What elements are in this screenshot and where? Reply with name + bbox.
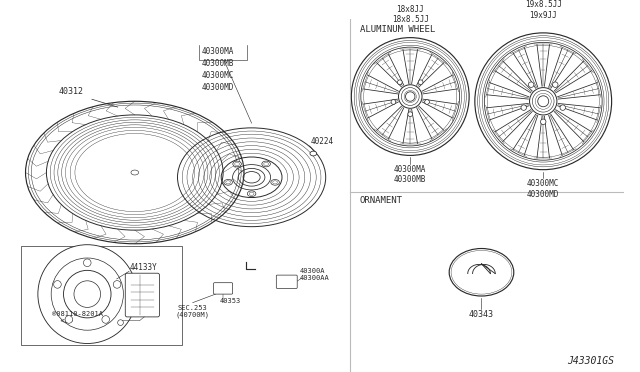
Text: J43301GS: J43301GS <box>568 356 614 366</box>
Ellipse shape <box>262 161 270 167</box>
Circle shape <box>419 80 423 84</box>
Ellipse shape <box>447 247 516 298</box>
Circle shape <box>65 316 73 323</box>
Text: ALUMINUM WHEEL: ALUMINUM WHEEL <box>360 25 435 34</box>
Text: 18x8JJ
18x8.5JJ: 18x8JJ 18x8.5JJ <box>392 5 429 24</box>
Text: 40300A
40300AA: 40300A 40300AA <box>300 268 330 281</box>
Text: 19x8.5JJ
19x9JJ: 19x8.5JJ 19x9JJ <box>525 0 562 20</box>
Circle shape <box>560 105 566 110</box>
FancyBboxPatch shape <box>125 273 159 317</box>
Ellipse shape <box>264 162 269 166</box>
FancyBboxPatch shape <box>214 283 232 294</box>
Ellipse shape <box>26 101 244 244</box>
Circle shape <box>541 119 546 125</box>
Text: 40343: 40343 <box>469 310 494 319</box>
Text: 40300MC
40300MD: 40300MC 40300MD <box>527 179 559 199</box>
Text: 40300MA
40300MB
40300MC
40300MD: 40300MA 40300MB 40300MC 40300MD <box>201 47 234 92</box>
Circle shape <box>118 320 124 326</box>
Text: 40312: 40312 <box>59 87 84 96</box>
Circle shape <box>425 100 429 104</box>
Ellipse shape <box>235 162 239 166</box>
Ellipse shape <box>131 170 139 175</box>
Circle shape <box>113 280 121 288</box>
Text: 40224: 40224 <box>310 137 333 146</box>
Circle shape <box>83 259 91 267</box>
Text: 40300MA
40300MB: 40300MA 40300MB <box>394 165 426 184</box>
Circle shape <box>102 316 109 323</box>
Circle shape <box>408 112 413 116</box>
FancyBboxPatch shape <box>276 275 297 288</box>
Circle shape <box>350 37 470 156</box>
Ellipse shape <box>249 192 254 195</box>
Circle shape <box>38 245 137 343</box>
Circle shape <box>391 100 396 104</box>
Circle shape <box>54 280 61 288</box>
Ellipse shape <box>224 180 232 185</box>
Circle shape <box>474 32 612 171</box>
Text: ®08110-8201A
  <E>: ®08110-8201A <E> <box>52 311 103 324</box>
Bar <box>20 246 182 346</box>
Circle shape <box>529 82 534 87</box>
Ellipse shape <box>310 151 317 156</box>
Circle shape <box>521 105 527 110</box>
Ellipse shape <box>247 191 256 196</box>
Ellipse shape <box>271 180 280 185</box>
Circle shape <box>552 82 558 87</box>
Circle shape <box>538 96 548 107</box>
Circle shape <box>406 92 415 101</box>
Text: SEC.253
(40700M): SEC.253 (40700M) <box>176 305 210 318</box>
Ellipse shape <box>233 161 241 167</box>
Text: ORNAMENT: ORNAMENT <box>360 196 403 205</box>
Circle shape <box>397 80 402 84</box>
Ellipse shape <box>177 128 326 227</box>
Ellipse shape <box>226 181 230 184</box>
Ellipse shape <box>273 181 278 184</box>
Text: 40353: 40353 <box>220 298 241 304</box>
Text: 44133Y: 44133Y <box>130 263 158 272</box>
